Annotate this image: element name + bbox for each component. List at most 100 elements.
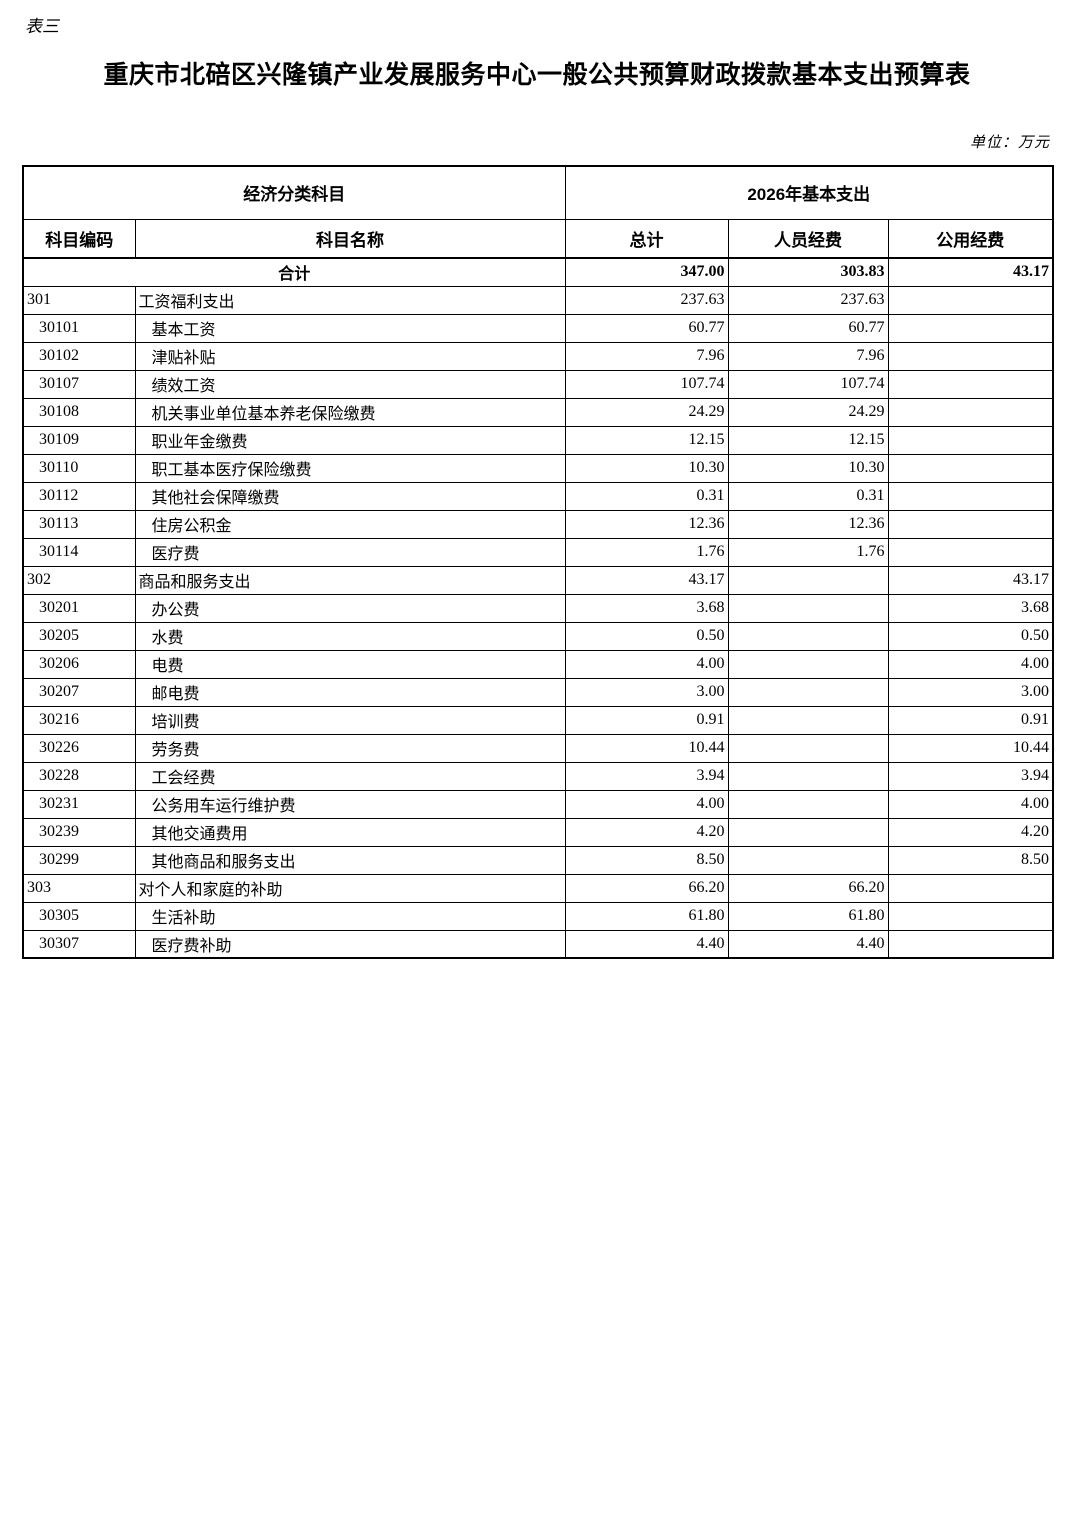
row-subject-code: 30206 (22, 649, 136, 679)
row-personnel-value: 10.30 (727, 453, 889, 483)
header-group-row: 经济分类科目 2026年基本支出 (22, 165, 1054, 220)
row-subject-name: 邮电费 (134, 677, 566, 707)
row-subject-code: 30110 (22, 453, 136, 483)
row-personnel-value: 24.29 (727, 397, 889, 427)
row-subject-name: 其他商品和服务支出 (134, 845, 566, 875)
table-row: 303 对个人和家庭的补助 66.20 66.20 (22, 873, 1054, 903)
row-total-value: 12.15 (564, 425, 729, 455)
row-subject-code: 302 (22, 565, 136, 595)
row-subject-name: 商品和服务支出 (134, 565, 566, 595)
row-subject-code: 30112 (22, 481, 136, 511)
row-public-value: 3.00 (887, 677, 1054, 707)
row-subject-name: 绩效工资 (134, 369, 566, 399)
table-row: 30108 机关事业单位基本养老保险缴费 24.29 24.29 (22, 397, 1054, 427)
row-subject-name: 医疗费 (134, 537, 566, 567)
table-row: 30207 邮电费 3.00 3.00 (22, 677, 1054, 707)
table-number-label: 表三 (25, 17, 59, 36)
row-subject-code: 30216 (22, 705, 136, 735)
row-personnel-value: 66.20 (727, 873, 889, 903)
row-public-value (887, 481, 1054, 511)
table-row: 30231 公务用车运行维护费 4.00 4.00 (22, 789, 1054, 819)
row-total-value: 3.94 (564, 761, 729, 791)
row-subject-name: 机关事业单位基本养老保险缴费 (134, 397, 566, 427)
row-public-value: 4.00 (887, 789, 1054, 819)
table-row: 30305 生活补助 61.80 61.80 (22, 901, 1054, 931)
row-subject-name: 电费 (134, 649, 566, 679)
row-personnel-value (727, 817, 889, 847)
page-title: 重庆市北碚区兴隆镇产业发展服务中心一般公共预算财政拨款基本支出预算表 (103, 62, 971, 89)
row-subject-name: 水费 (134, 621, 566, 651)
table-body: 合计 347.00 303.83 43.17 301 工资福利支出 237.63… (22, 257, 1054, 959)
row-subject-name: 工会经费 (134, 761, 566, 791)
row-subject-code: 30108 (22, 397, 136, 427)
row-total-value: 10.30 (564, 453, 729, 483)
table-row: 30101 基本工资 60.77 60.77 (22, 313, 1054, 343)
row-subject-name: 医疗费补助 (134, 929, 566, 959)
row-subject-name: 其他交通费用 (134, 817, 566, 847)
row-subject-code: 30207 (22, 677, 136, 707)
row-total-value: 12.36 (564, 509, 729, 539)
row-total-value: 24.29 (564, 397, 729, 427)
row-subject-code: 30231 (22, 789, 136, 819)
table-row: 30113 住房公积金 12.36 12.36 (22, 509, 1054, 539)
row-public-value: 10.44 (887, 733, 1054, 763)
row-public-value (887, 425, 1054, 455)
row-subject-code: 30226 (22, 733, 136, 763)
row-public-value: 43.17 (887, 565, 1054, 595)
row-personnel-value (727, 621, 889, 651)
row-subject-code: 301 (22, 285, 136, 315)
row-subject-code: 30305 (22, 901, 136, 931)
total-row: 合计 347.00 303.83 43.17 (22, 257, 1054, 287)
row-subject-code: 30299 (22, 845, 136, 875)
row-subject-code: 30205 (22, 621, 136, 651)
row-subject-code: 30201 (22, 593, 136, 623)
row-subject-name: 津贴补贴 (134, 341, 566, 371)
row-personnel-value (727, 677, 889, 707)
row-subject-code: 30239 (22, 817, 136, 847)
col-header-total: 总计 (564, 218, 729, 259)
row-subject-name: 生活补助 (134, 901, 566, 931)
table-row: 30102 津贴补贴 7.96 7.96 (22, 341, 1054, 371)
row-total-value: 4.00 (564, 789, 729, 819)
table-row: 30205 水费 0.50 0.50 (22, 621, 1054, 651)
table-row: 30110 职工基本医疗保险缴费 10.30 10.30 (22, 453, 1054, 483)
row-personnel-value: 1.76 (727, 537, 889, 567)
row-public-value (887, 873, 1054, 903)
col-header-personnel-funds: 人员经费 (727, 218, 889, 259)
col-header-public-funds: 公用经费 (887, 218, 1054, 259)
row-personnel-value: 61.80 (727, 901, 889, 931)
row-subject-code: 303 (22, 873, 136, 903)
row-subject-name: 职工基本医疗保险缴费 (134, 453, 566, 483)
row-total-value: 7.96 (564, 341, 729, 371)
header-columns-row: 科目编码 科目名称 总计 人员经费 公用经费 (22, 218, 1054, 259)
row-personnel-value (727, 789, 889, 819)
row-personnel-value: 0.31 (727, 481, 889, 511)
table-row: 30107 绩效工资 107.74 107.74 (22, 369, 1054, 399)
row-public-value (887, 929, 1054, 959)
row-total-value: 1.76 (564, 537, 729, 567)
row-subject-code: 30102 (22, 341, 136, 371)
row-total-value: 4.00 (564, 649, 729, 679)
row-public-value: 4.00 (887, 649, 1054, 679)
table-row: 30239 其他交通费用 4.20 4.20 (22, 817, 1054, 847)
row-personnel-value (727, 761, 889, 791)
row-personnel-value: 7.96 (727, 341, 889, 371)
row-subject-code: 30113 (22, 509, 136, 539)
row-public-value: 4.20 (887, 817, 1054, 847)
row-public-value (887, 285, 1054, 315)
row-total-value: 0.50 (564, 621, 729, 651)
row-subject-code: 30101 (22, 313, 136, 343)
row-public-value (887, 397, 1054, 427)
row-personnel-value (727, 705, 889, 735)
row-total-value: 4.40 (564, 929, 729, 959)
row-subject-name: 住房公积金 (134, 509, 566, 539)
row-public-value (887, 453, 1054, 483)
row-subject-name: 工资福利支出 (134, 285, 566, 315)
row-subject-name: 职业年金缴费 (134, 425, 566, 455)
row-subject-code: 30114 (22, 537, 136, 567)
row-subject-code: 30107 (22, 369, 136, 399)
row-personnel-value: 12.36 (727, 509, 889, 539)
row-personnel-value (727, 733, 889, 763)
table-header: 经济分类科目 2026年基本支出 科目编码 科目名称 总计 人员经费 公用经费 (22, 165, 1054, 259)
